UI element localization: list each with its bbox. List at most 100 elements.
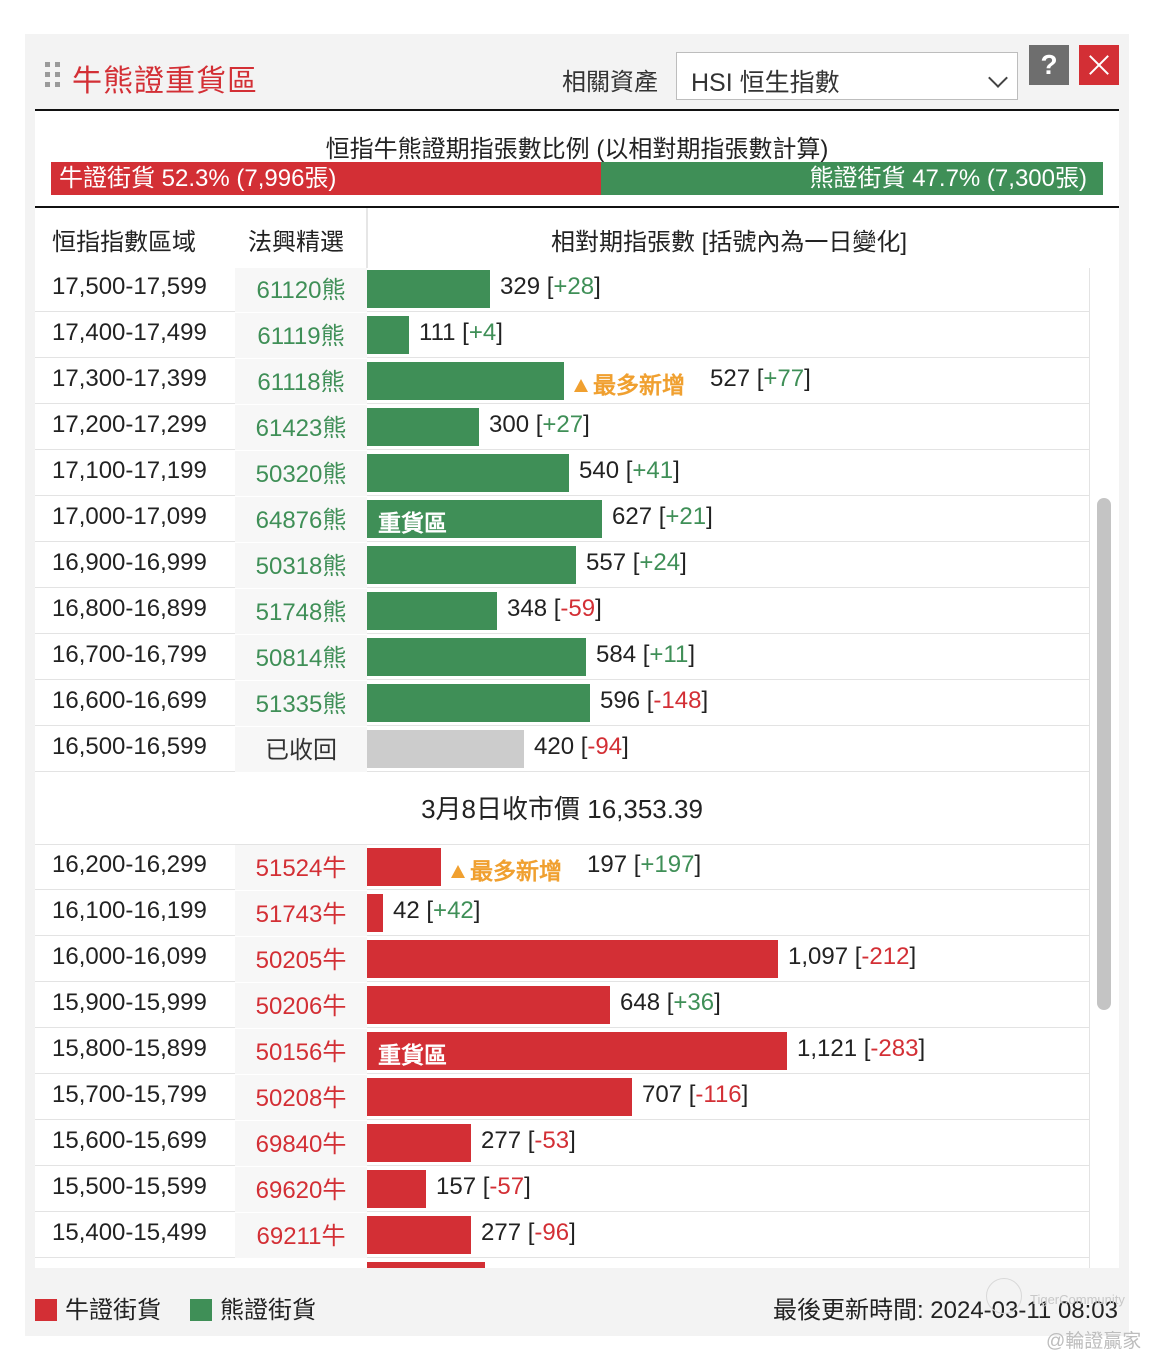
column-header-range: 恒指指數區域 (52, 229, 196, 256)
table-row[interactable]: 15,900-15,999 50206牛 648 [+36] (35, 983, 1089, 1028)
row-warrant-code[interactable]: 51335熊 (235, 681, 367, 726)
table-row[interactable]: 16,900-16,999 50318熊 557 [+24] (35, 543, 1089, 588)
row-bar (367, 638, 586, 676)
row-bar (367, 362, 564, 400)
row-warrant-code[interactable]: 50205牛 (235, 937, 367, 982)
table-row[interactable]: 16,000-16,099 50205牛 1,097 [-212] (35, 937, 1089, 982)
row-bar (367, 986, 610, 1024)
row-warrant-code[interactable]: 69211牛 (235, 1213, 367, 1258)
row-count: 584 [+11] (596, 641, 695, 668)
row-warrant-code[interactable]: 50814熊 (235, 635, 367, 680)
table-row-partial (35, 1259, 1089, 1268)
row-change: -212 (861, 943, 910, 970)
row-change: +21 (665, 503, 707, 530)
row-bar (367, 592, 497, 630)
ratio-bull-segment: 牛證街貨 52.3% (7,996張) (51, 162, 602, 195)
row-bar (367, 1262, 485, 1268)
table-row[interactable]: 17,300-17,399 61118熊 最多新增 527 [+77] (35, 359, 1089, 404)
heavy-zone-tag: 重貨區 (378, 510, 447, 536)
row-count-value: 584 (596, 641, 637, 668)
row-warrant-code[interactable]: 51743牛 (235, 891, 367, 936)
asset-select[interactable]: HSI 恒生指數 (676, 52, 1018, 100)
row-range: 17,000-17,099 (52, 503, 207, 530)
row-change: -59 (560, 595, 596, 622)
column-header-code: 法興精選 (248, 229, 344, 256)
row-count-value: 42 (393, 897, 420, 924)
row-range: 17,200-17,299 (52, 411, 207, 438)
row-warrant-code: 已收回 (235, 727, 367, 772)
table-row[interactable]: 15,600-15,699 69840牛 277 [-53] (35, 1121, 1089, 1166)
row-count-value: 329 (500, 273, 541, 300)
legend-bear: 熊證街貨 (190, 1290, 316, 1325)
table-row[interactable]: 17,100-17,199 50320熊 540 [+41] (35, 451, 1089, 496)
table-body[interactable]: 17,500-17,599 61120熊 329 [+28] 17,400-17,49… (35, 268, 1089, 1268)
table-row[interactable]: 16,100-16,199 51743牛 42 [+42] (35, 891, 1089, 936)
table-row[interactable]: 15,700-15,799 50208牛 707 [-116] (35, 1075, 1089, 1120)
row-warrant-code[interactable]: 61120熊 (235, 268, 367, 312)
table-row[interactable]: 17,400-17,499 61119熊 111 [+4] (35, 313, 1089, 358)
row-warrant-code[interactable]: 69620牛 (235, 1167, 367, 1212)
ratio-bar: 牛證街貨 52.3% (7,996張) 熊證街貨 47.7% (7,300張) (51, 162, 1103, 195)
row-warrant-code[interactable]: 61118熊 (235, 359, 367, 404)
row-bar (367, 684, 590, 722)
table-row[interactable]: 16,600-16,699 51335熊 596 [-148] (35, 681, 1089, 726)
row-count-value: 596 (600, 687, 641, 714)
row-warrant-code[interactable]: 61119熊 (235, 313, 367, 358)
table-row[interactable]: 17,000-17,099 64876熊 重貨區 627 [+21] (35, 497, 1089, 542)
row-range: 15,900-15,999 (52, 989, 207, 1016)
row-bar (367, 940, 778, 978)
row-count: 1,097 [-212] (788, 943, 917, 970)
row-change: -96 (534, 1219, 570, 1246)
watermark-logo-icon (986, 1278, 1022, 1314)
table-row[interactable]: 15,500-15,599 69620牛 157 [-57] (35, 1167, 1089, 1212)
table-row[interactable]: 16,800-16,899 51748熊 348 [-59] (35, 589, 1089, 634)
table-row[interactable]: 17,500-17,599 61120熊 329 [+28] (35, 268, 1089, 312)
row-count-value: 707 (642, 1081, 683, 1108)
row-change: +41 (632, 457, 674, 484)
row-count-value: 111 (419, 319, 456, 346)
row-warrant-code[interactable]: 51748熊 (235, 589, 367, 634)
help-button[interactable]: ? (1029, 45, 1069, 85)
drag-handle-icon[interactable] (45, 62, 65, 92)
row-count: 329 [+28] (500, 273, 601, 300)
row-warrant-code[interactable]: 50208牛 (235, 1075, 367, 1120)
row-count: 277 [-53] (481, 1127, 576, 1154)
row-bar (367, 454, 569, 492)
ratio-bear-segment: 熊證街貨 47.7% (7,300張) (601, 162, 1103, 195)
asset-select-value: HSI 恒生指數 (691, 69, 840, 97)
legend-bull-label: 牛證街貨 (65, 1297, 161, 1324)
row-bar (367, 1216, 471, 1254)
row-count: 596 [-148] (600, 687, 709, 714)
row-warrant-code[interactable]: 50320熊 (235, 451, 367, 496)
row-warrant-code[interactable]: 69840牛 (235, 1121, 367, 1166)
table-row[interactable]: 16,500-16,599 已收回 420 [-94] (35, 727, 1089, 772)
row-change: +36 (673, 989, 715, 1016)
table-row[interactable]: 16,200-16,299 51524牛 最多新增 197 [+197] (35, 845, 1089, 890)
row-count-value: 627 (612, 503, 653, 530)
row-warrant-code[interactable]: 50318熊 (235, 543, 367, 588)
table-row[interactable]: 16,700-16,799 50814熊 584 [+11] (35, 635, 1089, 680)
row-change: +77 (763, 365, 805, 392)
row-change: -148 (653, 687, 702, 714)
row-bar (367, 1170, 426, 1208)
close-button[interactable] (1079, 45, 1119, 85)
row-count: 300 [+27] (489, 411, 590, 438)
row-change: +28 (553, 273, 595, 300)
row-warrant-code[interactable]: 61423熊 (235, 405, 367, 450)
row-change: +27 (542, 411, 584, 438)
table-row[interactable]: 15,800-15,899 50156牛 重貨區 1,121 [-283] (35, 1029, 1089, 1074)
row-count-value: 277 (481, 1127, 522, 1154)
row-bar (367, 270, 490, 308)
row-warrant-code[interactable]: 64876熊 (235, 497, 367, 542)
row-warrant-code[interactable]: 50156牛 (235, 1029, 367, 1074)
row-bar (367, 894, 383, 932)
legend-bear-label: 熊證街貨 (220, 1297, 316, 1324)
row-count: 557 [+24] (586, 549, 687, 576)
table-row[interactable]: 15,400-15,499 69211牛 277 [-96] (35, 1213, 1089, 1258)
scrollbar-thumb[interactable] (1097, 498, 1111, 1010)
row-bar (367, 316, 409, 354)
row-warrant-code[interactable]: 50206牛 (235, 983, 367, 1028)
row-warrant-code[interactable]: 51524牛 (235, 845, 367, 890)
table-row[interactable]: 17,200-17,299 61423熊 300 [+27] (35, 405, 1089, 450)
row-change: +11 (649, 641, 689, 668)
